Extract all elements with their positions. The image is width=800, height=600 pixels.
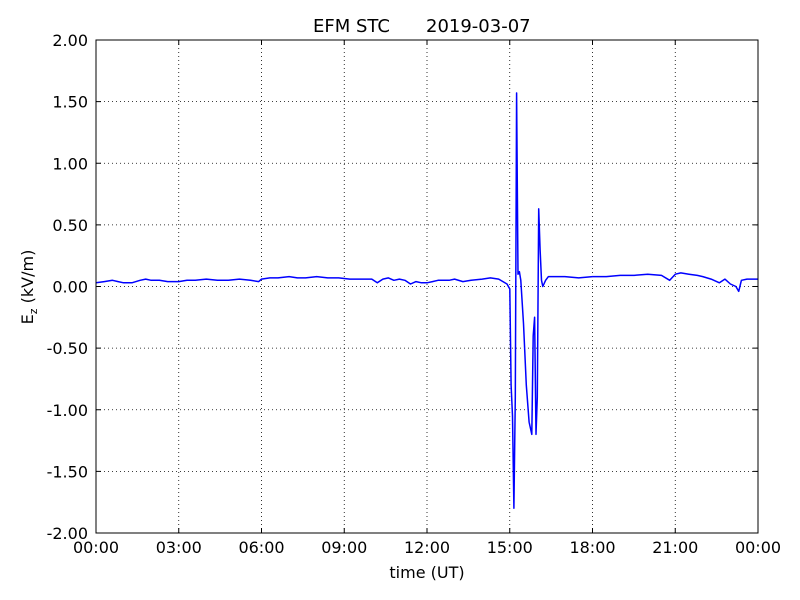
x-tick-label: 15:00	[487, 538, 533, 557]
y-tick-label: -1.00	[47, 401, 88, 420]
x-tick-label: 18:00	[569, 538, 615, 557]
y-tick-label: -1.50	[47, 462, 88, 481]
y-tick-label: -0.50	[47, 339, 88, 358]
series-layer	[95, 92, 758, 510]
chart-title: EFM STC	[313, 16, 390, 37]
x-axis-label: time (UT)	[389, 563, 464, 582]
x-tick-label: 00:00	[73, 538, 119, 557]
y-tick-label: 1.00	[52, 154, 88, 173]
y-tick-label: 0.00	[52, 278, 88, 297]
y-axis-label-main: E	[18, 314, 37, 324]
y-axis-label-unit: (kV/m)	[18, 250, 37, 309]
ticks: 00:00 03:00 06:00 09:00 12:00 15:00 18:00 21:00…	[47, 31, 781, 557]
y-axis-label-subscript: z	[27, 308, 40, 314]
x-tick-label: 00:00	[735, 538, 781, 557]
x-tick-label: 06:00	[238, 538, 284, 557]
x-tick-label: 21:00	[652, 538, 698, 557]
chart-date: 2019-03-07	[426, 16, 531, 37]
y-tick-label: 2.00	[52, 31, 88, 50]
y-tick-label: 1.50	[52, 93, 88, 112]
y-axis-label: Ez (kV/m)	[18, 250, 40, 325]
y-tick-label: 0.50	[52, 216, 88, 235]
ez-series-line	[95, 92, 758, 510]
x-tick-label: 09:00	[321, 538, 367, 557]
x-tick-label: 12:00	[404, 538, 450, 557]
x-tick-label: 03:00	[156, 538, 202, 557]
y-tick-label: -2.00	[47, 524, 88, 543]
